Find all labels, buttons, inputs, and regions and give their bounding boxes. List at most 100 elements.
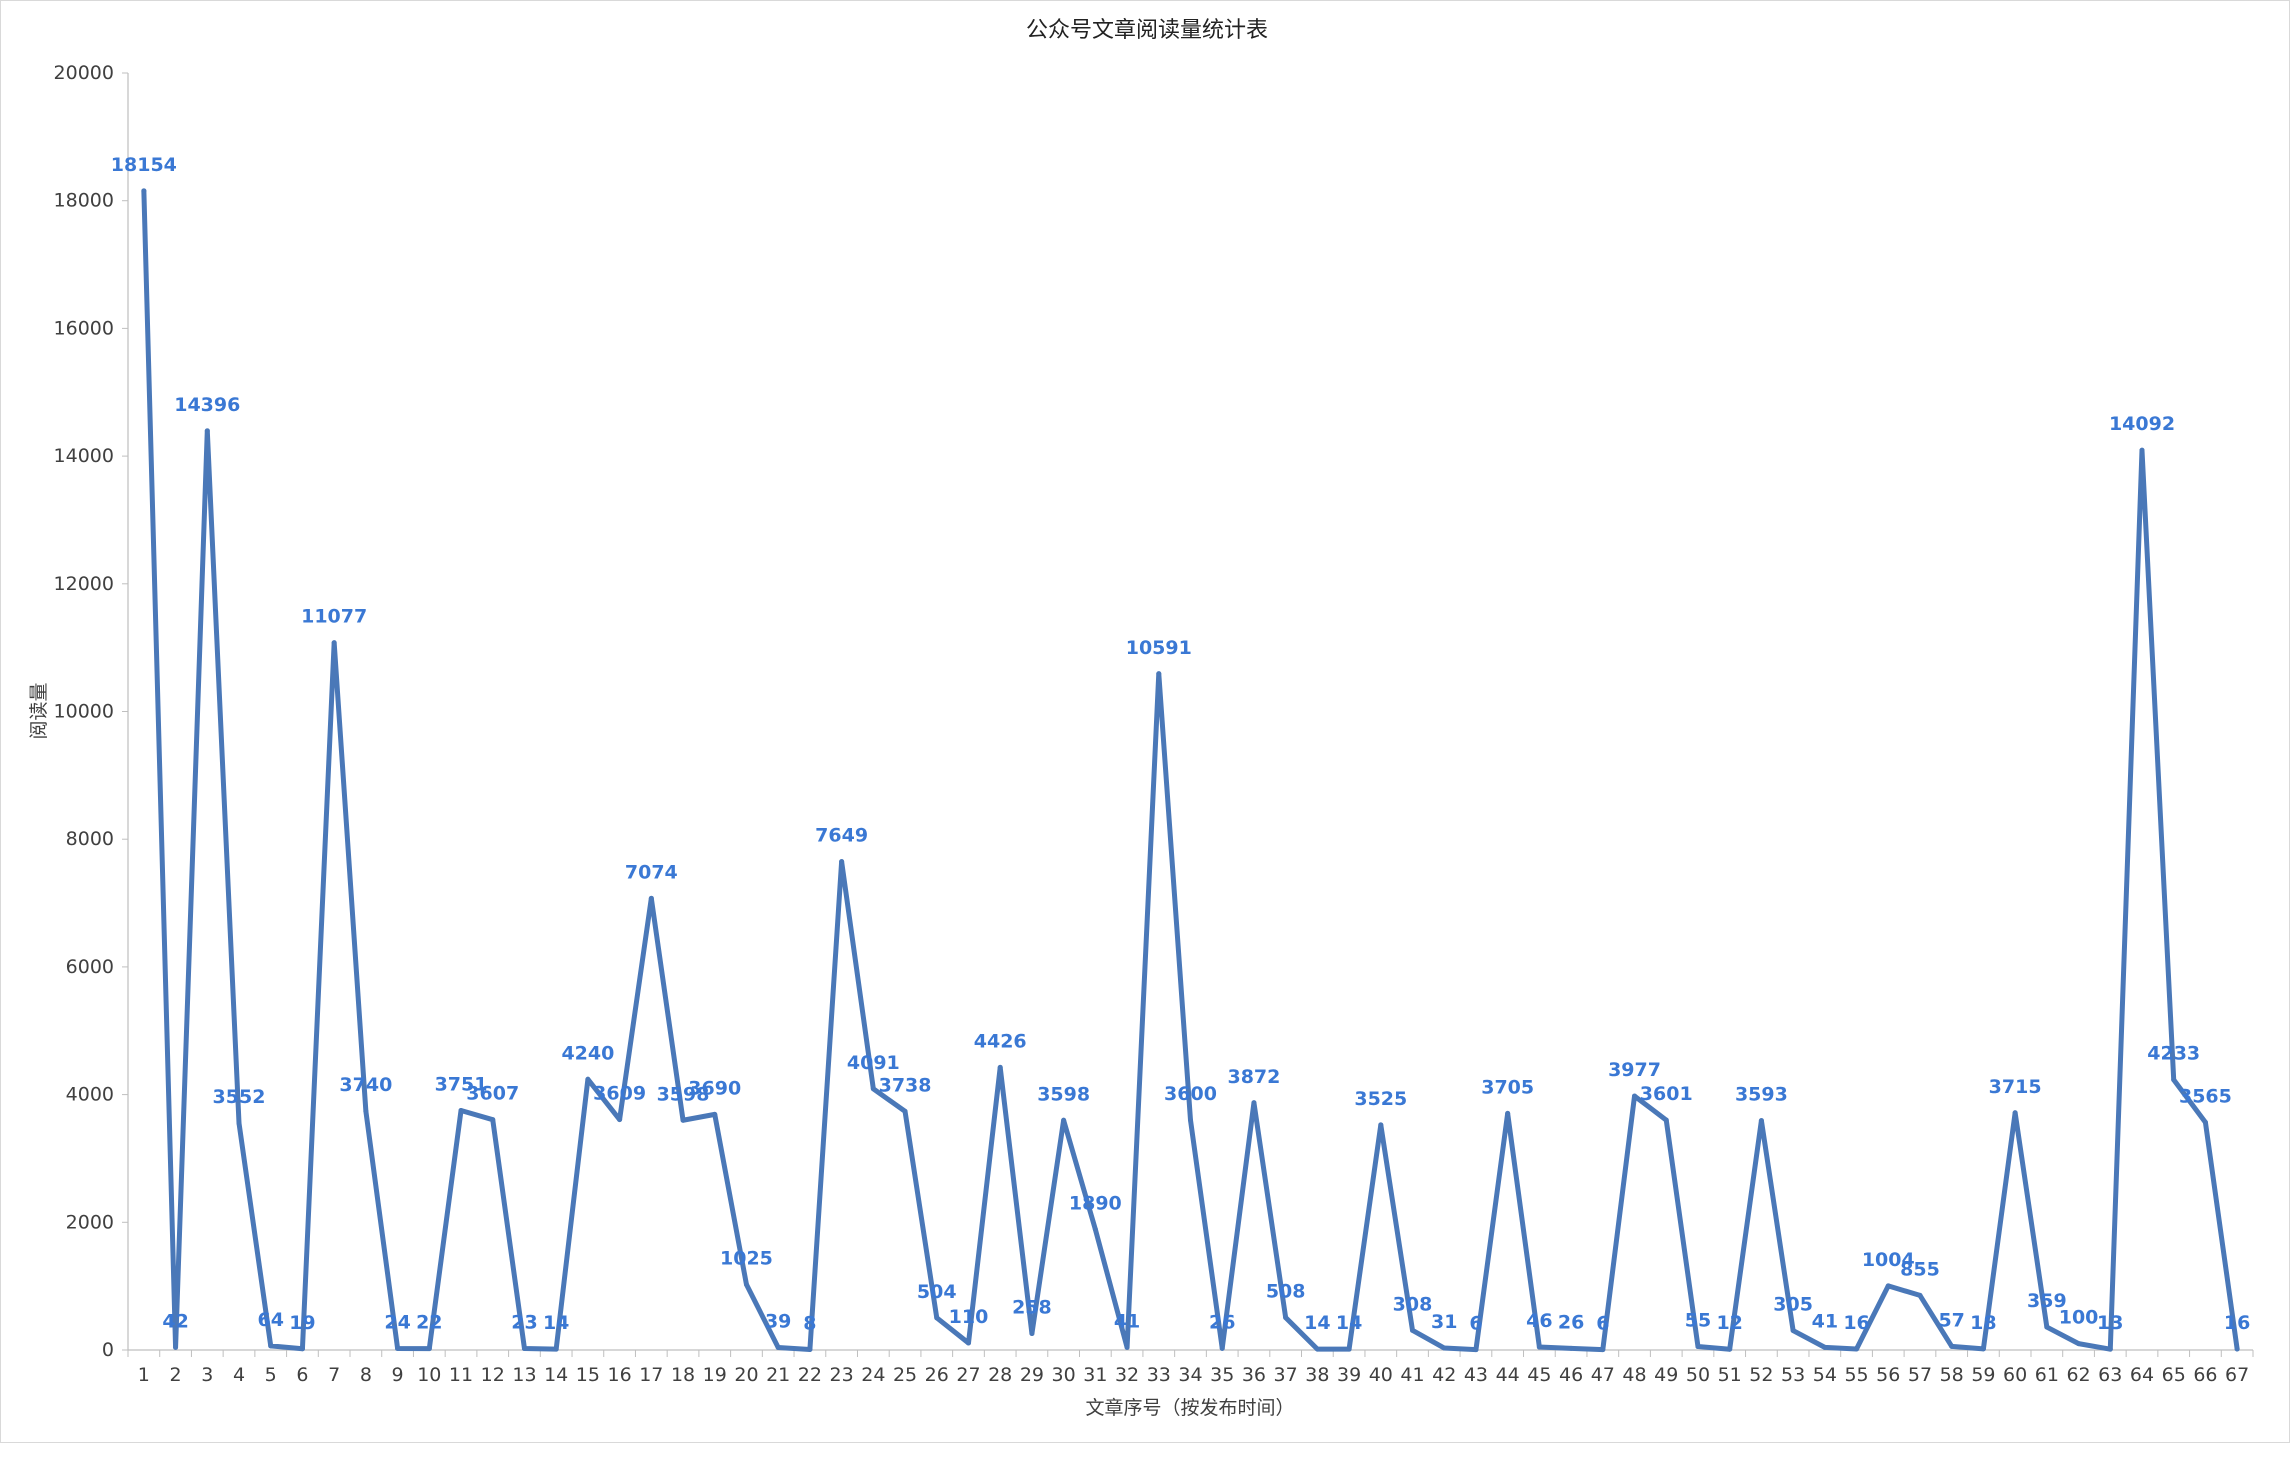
x-tick-label: 10 bbox=[417, 1364, 441, 1386]
data-point bbox=[1695, 1343, 1701, 1349]
x-tick-label: 33 bbox=[1147, 1364, 1171, 1386]
x-tick-label: 3 bbox=[201, 1364, 213, 1386]
data-label: 3598 bbox=[657, 1083, 710, 1105]
data-label: 3740 bbox=[339, 1074, 392, 1096]
x-tick-label: 50 bbox=[1686, 1364, 1710, 1386]
x-tick-label: 30 bbox=[1052, 1364, 1076, 1386]
data-label: 16 bbox=[1843, 1312, 1869, 1334]
x-tick-label: 39 bbox=[1337, 1364, 1361, 1386]
data-label: 18154 bbox=[111, 154, 177, 176]
x-tick-label: 41 bbox=[1400, 1364, 1424, 1386]
data-label: 7649 bbox=[815, 825, 868, 847]
x-tick-label: 52 bbox=[1749, 1364, 1773, 1386]
data-label: 1004 bbox=[1862, 1249, 1915, 1271]
data-label: 14092 bbox=[2109, 413, 2175, 435]
data-point bbox=[1917, 1292, 1923, 1298]
x-tick-label: 12 bbox=[481, 1364, 505, 1386]
data-label: 6 bbox=[1469, 1313, 1482, 1335]
data-label: 46 bbox=[1526, 1310, 1552, 1332]
data-label: 3525 bbox=[1354, 1088, 1407, 1110]
x-tick-label: 65 bbox=[2162, 1364, 2186, 1386]
data-label: 3705 bbox=[1481, 1076, 1534, 1098]
data-point bbox=[807, 1346, 813, 1352]
data-label: 23 bbox=[511, 1312, 537, 1334]
data-point bbox=[2202, 1119, 2208, 1125]
data-point bbox=[1251, 1100, 1257, 1106]
data-point bbox=[1156, 671, 1162, 677]
x-tick-label: 46 bbox=[1559, 1364, 1583, 1386]
data-point bbox=[1568, 1345, 1574, 1351]
x-tick-label: 2 bbox=[170, 1364, 182, 1386]
data-label: 4240 bbox=[561, 1042, 614, 1064]
y-axis-title: 阅读量 bbox=[28, 682, 50, 739]
data-point bbox=[2044, 1324, 2050, 1330]
data-label: 3607 bbox=[466, 1083, 519, 1105]
data-point bbox=[775, 1345, 781, 1351]
data-point bbox=[1188, 1117, 1193, 1123]
x-tick-label: 37 bbox=[1274, 1364, 1298, 1386]
x-tick-label: 27 bbox=[956, 1364, 980, 1386]
x-tick-label: 66 bbox=[2193, 1364, 2217, 1386]
data-point bbox=[680, 1117, 686, 1123]
data-label: 3738 bbox=[879, 1074, 932, 1096]
data-point bbox=[2076, 1341, 2082, 1347]
data-point bbox=[490, 1117, 496, 1123]
data-point bbox=[1441, 1345, 1447, 1351]
data-point bbox=[1029, 1331, 1035, 1337]
x-tick-label: 8 bbox=[360, 1364, 372, 1386]
data-point bbox=[1283, 1315, 1289, 1321]
data-label: 14 bbox=[1336, 1312, 1362, 1334]
data-label: 504 bbox=[917, 1281, 957, 1303]
data-label: 14 bbox=[1304, 1312, 1330, 1334]
y-tick-label: 12000 bbox=[54, 573, 114, 595]
x-tick-label: 38 bbox=[1305, 1364, 1329, 1386]
chart-title: 公众号文章阅读量统计表 bbox=[1026, 18, 1268, 43]
series-line-layer bbox=[141, 188, 2240, 1353]
x-tick-label: 17 bbox=[639, 1364, 663, 1386]
y-tick-label: 0 bbox=[102, 1339, 114, 1361]
x-tick-label: 15 bbox=[576, 1364, 600, 1386]
data-point bbox=[870, 1086, 876, 1092]
x-tick-label: 63 bbox=[2098, 1364, 2122, 1386]
x-tick-label: 23 bbox=[830, 1364, 854, 1386]
data-point bbox=[648, 895, 654, 901]
x-tick-label: 31 bbox=[1083, 1364, 1107, 1386]
data-label: 3977 bbox=[1608, 1059, 1661, 1081]
x-tick-label: 35 bbox=[1210, 1364, 1234, 1386]
x-tick-label: 60 bbox=[2003, 1364, 2027, 1386]
x-tick-label: 19 bbox=[703, 1364, 727, 1386]
x-tick-label: 6 bbox=[296, 1364, 308, 1386]
x-axis-title: 文章序号（按发布时间） bbox=[1085, 1397, 1294, 1419]
data-label: 308 bbox=[1393, 1293, 1433, 1315]
data-point bbox=[553, 1346, 559, 1352]
data-point bbox=[934, 1315, 940, 1321]
data-point bbox=[204, 428, 210, 434]
x-tick-label: 11 bbox=[449, 1364, 473, 1386]
data-label: 3751 bbox=[435, 1073, 488, 1095]
x-tick-label: 7 bbox=[328, 1364, 340, 1386]
x-tick-label: 61 bbox=[2035, 1364, 2059, 1386]
data-point bbox=[141, 188, 147, 194]
data-label: 110 bbox=[949, 1306, 989, 1328]
x-tick-label: 13 bbox=[512, 1364, 536, 1386]
y-tick-label: 16000 bbox=[54, 317, 114, 339]
data-label: 3690 bbox=[688, 1077, 741, 1099]
data-point bbox=[1663, 1117, 1669, 1123]
data-point bbox=[1600, 1347, 1606, 1353]
data-point bbox=[331, 640, 337, 646]
x-tick-label: 5 bbox=[265, 1364, 277, 1386]
data-label: 64 bbox=[257, 1309, 283, 1331]
data-label: 41 bbox=[1812, 1310, 1838, 1332]
data-point bbox=[1473, 1347, 1479, 1353]
data-point bbox=[1949, 1343, 1955, 1349]
x-tick-label: 49 bbox=[1654, 1364, 1678, 1386]
data-label: 1025 bbox=[720, 1248, 773, 1270]
x-tick-label: 43 bbox=[1464, 1364, 1488, 1386]
data-label: 14396 bbox=[174, 394, 240, 416]
x-tick-label: 57 bbox=[1908, 1364, 1932, 1386]
data-point bbox=[997, 1064, 1003, 1070]
x-tick-label: 40 bbox=[1369, 1364, 1393, 1386]
data-point bbox=[712, 1111, 718, 1117]
